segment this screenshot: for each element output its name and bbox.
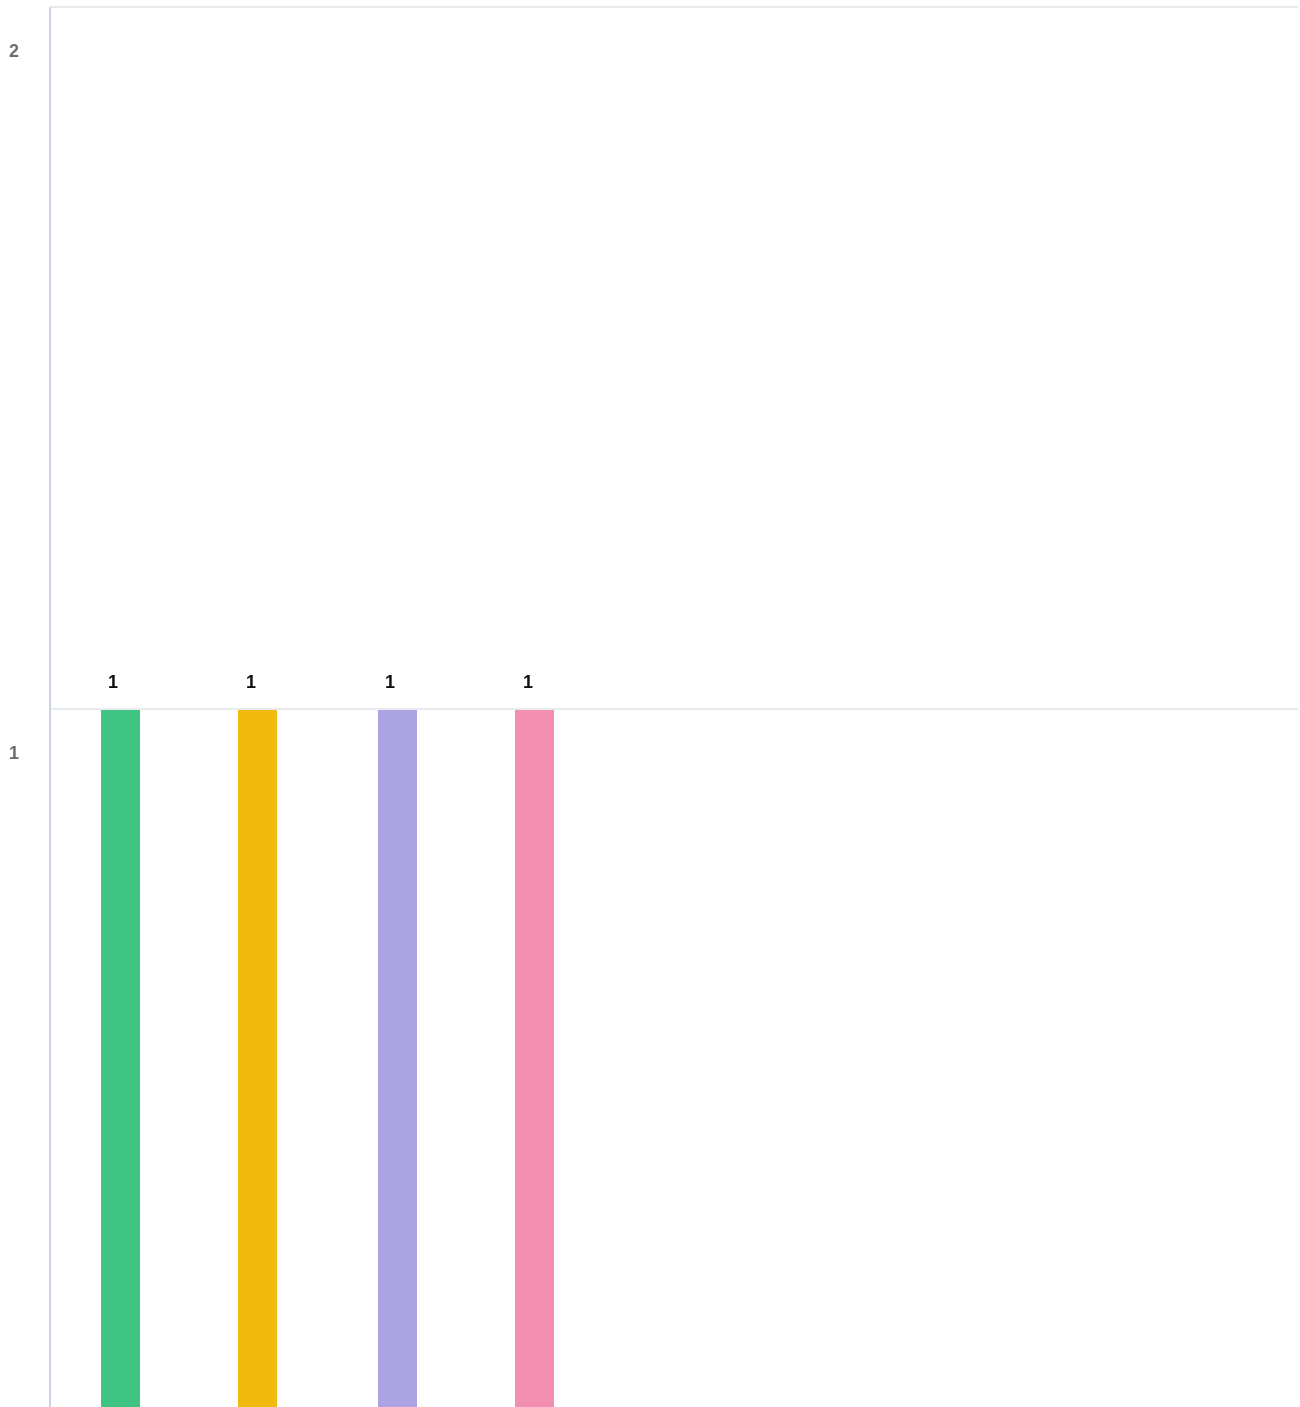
bar xyxy=(378,710,417,1407)
gridlines xyxy=(50,6,1298,710)
bar xyxy=(515,710,554,1407)
bar xyxy=(238,710,277,1407)
bar xyxy=(101,710,140,1407)
data-labels: 1 1 1 1 xyxy=(108,672,533,692)
y-axis-ticks: 21 xyxy=(9,41,19,763)
y-tick-label: 1 xyxy=(9,743,19,763)
bar-value-label: 1 xyxy=(523,672,533,692)
y-tick-label: 2 xyxy=(9,41,19,61)
bar-value-label: 1 xyxy=(385,672,395,692)
bars xyxy=(101,710,554,1407)
bar-value-label: 1 xyxy=(108,672,118,692)
bar-value-label: 1 xyxy=(246,672,256,692)
